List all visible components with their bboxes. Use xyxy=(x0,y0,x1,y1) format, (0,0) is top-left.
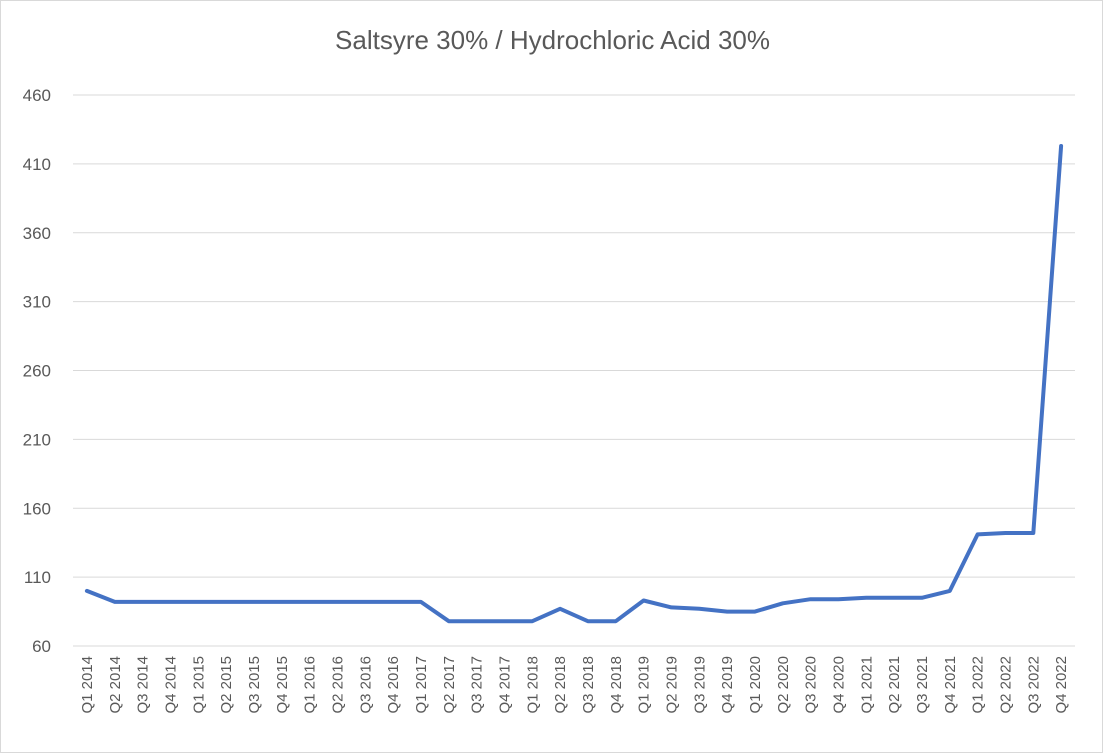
y-tick-label: 460 xyxy=(23,86,51,105)
x-tick-label: Q4 2014 xyxy=(162,656,179,714)
y-tick-label: 360 xyxy=(23,224,51,243)
x-tick-label: Q1 2020 xyxy=(747,656,764,714)
series-line xyxy=(84,144,1064,624)
x-tick-label: Q1 2022 xyxy=(970,656,987,714)
y-tick-label: 60 xyxy=(32,637,51,656)
x-tick-label: Q2 2021 xyxy=(886,656,903,714)
x-tick-label: Q1 2021 xyxy=(858,656,875,714)
x-tick-label: Q4 2018 xyxy=(608,656,625,714)
x-tick-label: Q1 2015 xyxy=(190,656,207,714)
y-tick-label: 110 xyxy=(24,568,51,587)
x-tick-label: Q1 2019 xyxy=(636,656,653,714)
x-tick-label: Q3 2021 xyxy=(914,656,931,714)
x-tick-label: Q4 2019 xyxy=(719,656,736,714)
series-layer xyxy=(84,144,1064,624)
x-tick-label: Q3 2018 xyxy=(580,656,597,714)
y-tick-label: 260 xyxy=(23,362,51,381)
gridlines xyxy=(73,94,1075,647)
x-tick-label: Q4 2022 xyxy=(1053,656,1070,714)
x-tick-label: Q4 2020 xyxy=(830,656,847,714)
x-tick-label: Q3 2017 xyxy=(469,656,486,714)
x-tick-label: Q2 2020 xyxy=(775,656,792,714)
x-tick-label: Q1 2017 xyxy=(413,656,430,714)
x-axis-tick-labels: Q1 2014 Q2 2014 Q3 2014 Q4 2014 Q1 2015 Q2 20… xyxy=(79,656,1070,714)
x-tick-label: Q3 2020 xyxy=(803,656,820,714)
x-tick-label: Q1 2014 xyxy=(79,656,96,714)
y-axis-tick-labels: 60 110 160 210 260 310 360 410 460 xyxy=(23,86,51,656)
x-tick-label: Q4 2021 xyxy=(942,656,959,714)
x-tick-label: Q1 2018 xyxy=(524,656,541,714)
x-tick-label: Q4 2016 xyxy=(385,656,402,714)
x-tick-label: Q3 2016 xyxy=(357,656,374,714)
x-tick-label: Q2 2019 xyxy=(663,656,680,714)
x-tick-label: Q4 2017 xyxy=(496,656,513,714)
x-tick-label: Q2 2015 xyxy=(218,656,235,714)
x-tick-label: Q2 2016 xyxy=(329,656,346,714)
y-tick-label: 210 xyxy=(23,430,51,449)
y-tick-label: 160 xyxy=(23,499,51,518)
x-tick-label: Q1 2016 xyxy=(302,656,319,714)
x-tick-label: Q4 2015 xyxy=(274,656,291,714)
x-tick-label: Q2 2022 xyxy=(997,656,1014,714)
y-tick-label: 310 xyxy=(23,293,51,312)
y-tick-label: 410 xyxy=(23,155,51,174)
x-tick-label: Q3 2022 xyxy=(1025,656,1042,714)
x-tick-label: Q2 2017 xyxy=(441,656,458,714)
x-tick-label: Q3 2014 xyxy=(135,656,152,714)
x-tick-label: Q3 2015 xyxy=(246,656,263,714)
x-tick-label: Q2 2014 xyxy=(107,656,124,714)
chart-title: Saltsyre 30% / Hydrochloric Acid 30% xyxy=(335,25,770,55)
x-tick-label: Q3 2019 xyxy=(691,656,708,714)
x-tick-label: Q2 2018 xyxy=(552,656,569,714)
